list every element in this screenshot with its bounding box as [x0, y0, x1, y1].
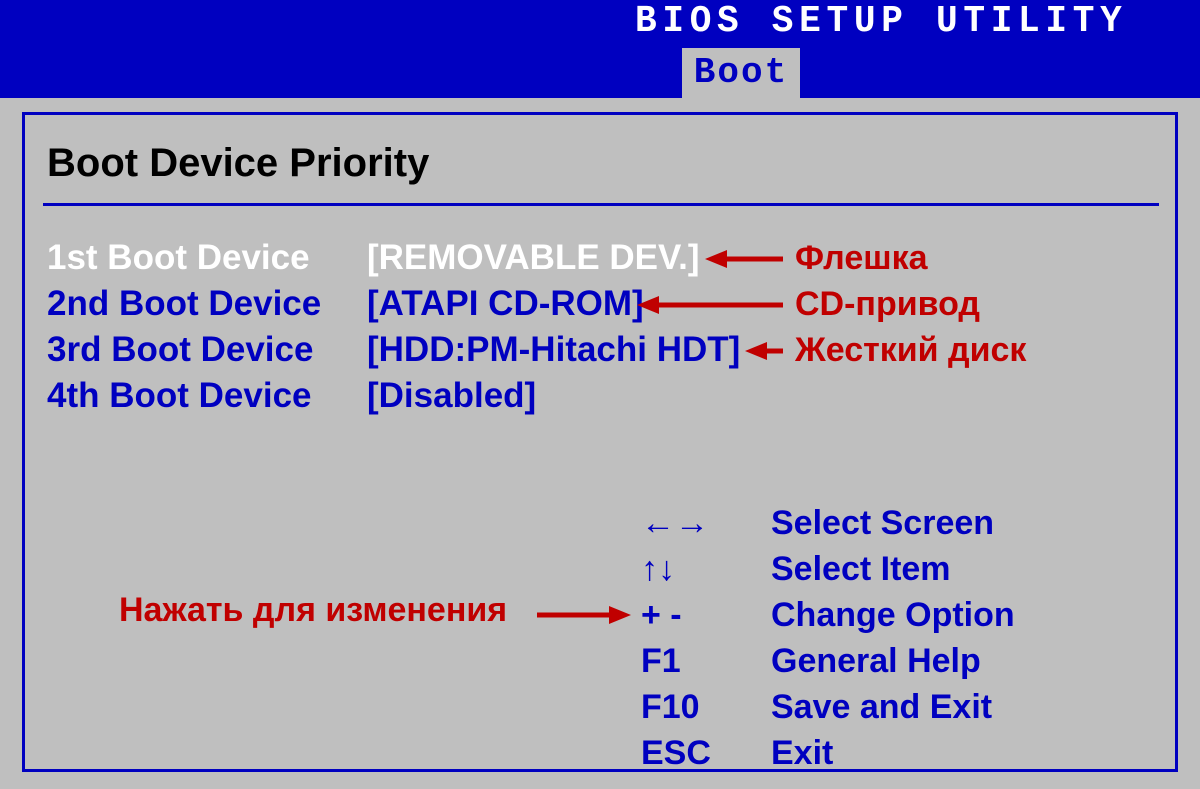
- help-row: ←→ Select Screen: [641, 500, 1015, 546]
- boot-device-row-1[interactable]: 1st Boot Device [REMOVABLE DEV.]: [47, 235, 740, 281]
- boot-device-list: 1st Boot Device [REMOVABLE DEV.] 2nd Boo…: [47, 235, 740, 419]
- section-divider: [43, 203, 1159, 206]
- arrow-icon: [745, 339, 785, 363]
- arrow-icon: [705, 247, 785, 271]
- boot-device-label: 3rd Boot Device: [47, 330, 367, 370]
- boot-device-label: 2nd Boot Device: [47, 284, 367, 324]
- help-desc: Select Item: [771, 550, 951, 589]
- tab-boot[interactable]: Boot: [682, 48, 800, 98]
- section-title: Boot Device Priority: [47, 141, 429, 186]
- boot-device-label: 1st Boot Device: [47, 238, 367, 278]
- help-row: + - Change Option: [641, 592, 1015, 638]
- help-key: F10: [641, 688, 771, 727]
- help-desc: Change Option: [771, 596, 1015, 635]
- annotation-hard-disk: Жесткий диск: [795, 331, 1026, 370]
- arrow-icon: [535, 603, 631, 627]
- help-row: ESC Exit: [641, 730, 1015, 776]
- help-key: ↑↓: [641, 550, 771, 589]
- boot-device-row-4[interactable]: 4th Boot Device [Disabled]: [47, 373, 740, 419]
- help-desc: Exit: [771, 734, 833, 773]
- help-row: F10 Save and Exit: [641, 684, 1015, 730]
- help-row: F1 General Help: [641, 638, 1015, 684]
- content-frame: Boot Device Priority 1st Boot Device [RE…: [22, 112, 1178, 772]
- annotation-cd-drive: CD-привод: [795, 285, 980, 324]
- help-key: ←→: [641, 504, 771, 543]
- boot-device-value: [REMOVABLE DEV.]: [367, 238, 700, 278]
- help-desc: Select Screen: [771, 504, 994, 543]
- boot-device-value: [HDD:PM-Hitachi HDT]: [367, 330, 740, 370]
- bios-title: BIOS SETUP UTILITY: [634, 0, 1127, 43]
- help-row: ↑↓ Select Item: [641, 546, 1015, 592]
- bios-header: BIOS SETUP UTILITY: [0, 0, 1200, 48]
- help-panel: ←→ Select Screen ↑↓ Select Item + - Chan…: [641, 500, 1015, 776]
- boot-device-label: 4th Boot Device: [47, 376, 367, 416]
- boot-device-value: [ATAPI CD-ROM]: [367, 284, 644, 324]
- annotation-change-option: Нажать для изменения: [119, 591, 507, 630]
- annotation-flash-drive: Флешка: [795, 239, 928, 278]
- help-key: ESC: [641, 734, 771, 773]
- help-key: F1: [641, 642, 771, 681]
- tab-bar: Boot: [0, 48, 1200, 98]
- help-key: + -: [641, 596, 771, 635]
- help-desc: General Help: [771, 642, 981, 681]
- help-desc: Save and Exit: [771, 688, 992, 727]
- boot-device-row-3[interactable]: 3rd Boot Device [HDD:PM-Hitachi HDT]: [47, 327, 740, 373]
- boot-device-value: [Disabled]: [367, 376, 536, 416]
- arrow-icon: [637, 293, 785, 317]
